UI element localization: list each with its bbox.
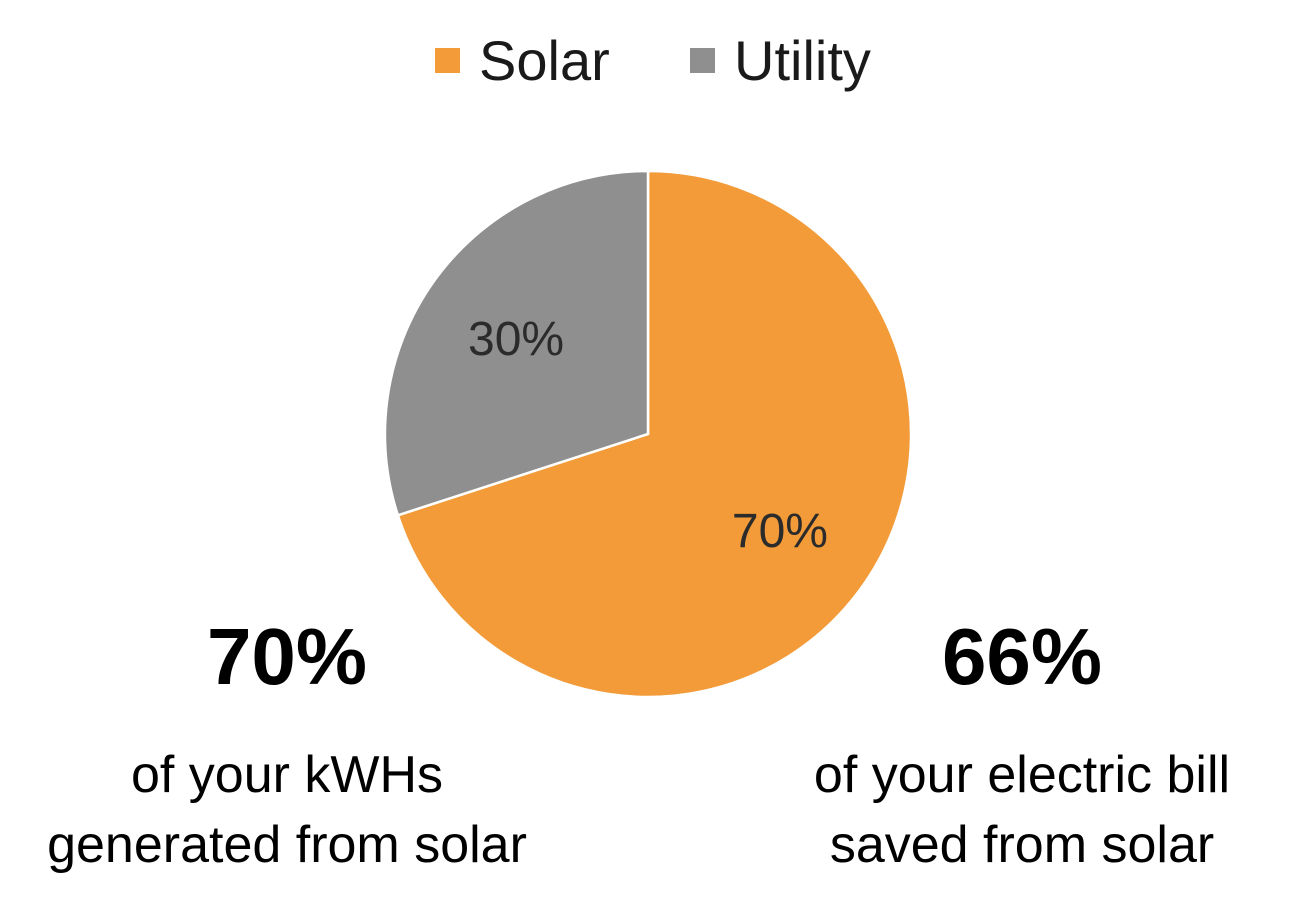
legend-swatch xyxy=(435,48,460,73)
slice-label: 30% xyxy=(468,313,564,366)
headline: 70% xyxy=(207,612,367,701)
note-line: of your kWHs xyxy=(131,746,443,804)
legend-label: Solar xyxy=(479,29,610,92)
note-line: saved from solar xyxy=(830,816,1214,874)
legend-label: Utility xyxy=(734,29,871,92)
note-line: of your electric bill xyxy=(814,746,1230,804)
pie-slice xyxy=(383,169,650,517)
pie-slice xyxy=(396,169,913,699)
legend-swatch xyxy=(690,48,715,73)
slice-label: 70% xyxy=(732,505,828,558)
headline: 66% xyxy=(942,612,1102,701)
note-line: generated from solar xyxy=(47,816,527,874)
